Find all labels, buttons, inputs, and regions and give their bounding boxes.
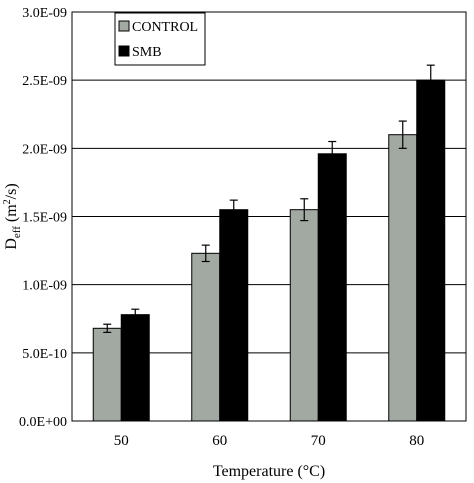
x-axis-tick-labels: 50 60 70 80 xyxy=(114,433,425,449)
y-axis-title-subscript: eff xyxy=(11,226,23,238)
x-tick-label: 80 xyxy=(409,433,424,449)
error-bar-control-60 xyxy=(201,244,210,263)
y-tick-label: 1.0E-09 xyxy=(22,279,67,294)
legend-box xyxy=(114,12,206,66)
error-bar-control-70 xyxy=(300,198,309,222)
bar-smb-70 xyxy=(317,153,347,422)
y-axis-title-main: D xyxy=(3,238,20,250)
y-tick-label: 1.5E-09 xyxy=(22,211,67,226)
y-tick-label: 2.5E-09 xyxy=(22,74,67,89)
bar-control-50 xyxy=(92,327,122,422)
error-bar-smb-80 xyxy=(426,64,435,96)
legend-swatch-control xyxy=(118,20,130,32)
x-axis-title: Temperature (°C) xyxy=(213,463,325,480)
error-bar-smb-50 xyxy=(131,308,140,321)
x-tick-label: 60 xyxy=(212,433,227,449)
y-axis-title-units-end: /s) xyxy=(3,183,20,199)
bar-smb-60 xyxy=(219,209,249,422)
bar-smb-80 xyxy=(416,79,446,422)
legend-label-smb: SMB xyxy=(132,45,162,60)
x-tick-label: 70 xyxy=(311,433,326,449)
y-tick-label: 5.0E-10 xyxy=(22,347,67,362)
y-tick-label: 2.0E-09 xyxy=(22,142,67,157)
y-axis-title-units-superscript: 2 xyxy=(2,199,13,204)
legend-label-control: CONTROL xyxy=(132,20,198,35)
plot-area-frame xyxy=(71,11,467,422)
y-tick-label: 3.0E-09 xyxy=(22,6,67,21)
error-bar-control-50 xyxy=(103,323,112,333)
legend-swatch-smb xyxy=(118,45,130,57)
x-tick-label: 50 xyxy=(114,433,129,449)
error-bar-control-80 xyxy=(398,120,407,149)
y-axis-title-units: (m xyxy=(3,204,20,226)
bars xyxy=(92,79,446,422)
error-bars xyxy=(103,64,435,333)
error-bar-smb-60 xyxy=(229,199,238,220)
bar-control-70 xyxy=(289,209,319,422)
bar-smb-50 xyxy=(120,314,150,422)
error-bar-smb-70 xyxy=(328,140,337,167)
bar-control-60 xyxy=(191,252,221,422)
bar-control-80 xyxy=(388,134,418,422)
legend: CONTROL SMB xyxy=(114,12,206,66)
y-tick-label: 0.0E+00 xyxy=(19,415,67,430)
y-axis-tick-labels: 0.0E+00 5.0E-10 1.0E-09 1.5E-09 2.0E-09 2.5E-… xyxy=(19,6,67,430)
y-axis-title: Deff (m2/s) xyxy=(2,183,23,249)
